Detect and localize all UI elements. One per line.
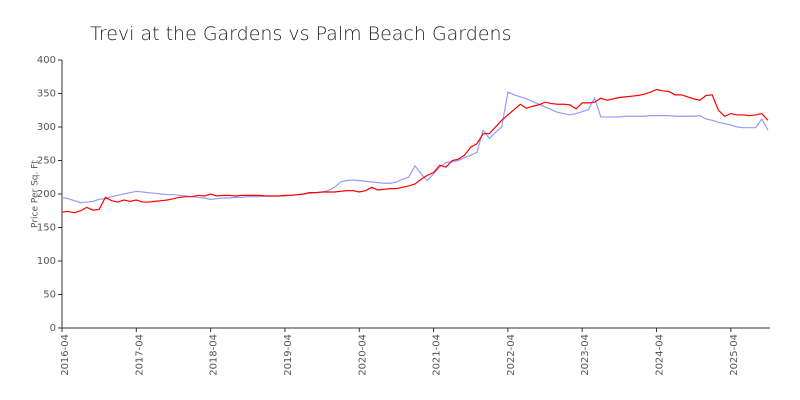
x-tick-label: 2017-04 (134, 334, 145, 376)
x-tick-label: 2023-04 (580, 334, 591, 376)
x-tick-label: 2016-04 (60, 334, 71, 376)
x-tick-label: 2021-04 (432, 334, 443, 376)
chart-title: Trevi at the Gardens vs Palm Beach Garde… (90, 23, 511, 45)
y-tick-label: 50 (43, 290, 56, 301)
x-tick-label: 2019-04 (283, 334, 294, 376)
y-tick-label: 100 (37, 256, 56, 267)
x-tick-label: 2020-04 (357, 334, 368, 376)
y-tick-label: 300 (37, 122, 56, 133)
line-series (61, 88, 769, 214)
y-tick-label: 350 (37, 89, 56, 100)
y-tick-label: 150 (37, 223, 56, 234)
y-axis-label: Price Per Sq. Ft (31, 160, 41, 228)
y-tick-label: 200 (37, 189, 56, 200)
y-tick-label: 250 (37, 156, 56, 167)
x-tick-label: 2018-04 (209, 334, 220, 376)
x-tick-label: 2024-04 (655, 334, 666, 376)
y-tick-label: 400 (37, 55, 56, 66)
x-tick-label: 2022-04 (506, 334, 517, 376)
line-series (61, 91, 769, 204)
x-tick-label: 2025-04 (729, 334, 740, 376)
y-tick-label: 0 (50, 323, 56, 334)
